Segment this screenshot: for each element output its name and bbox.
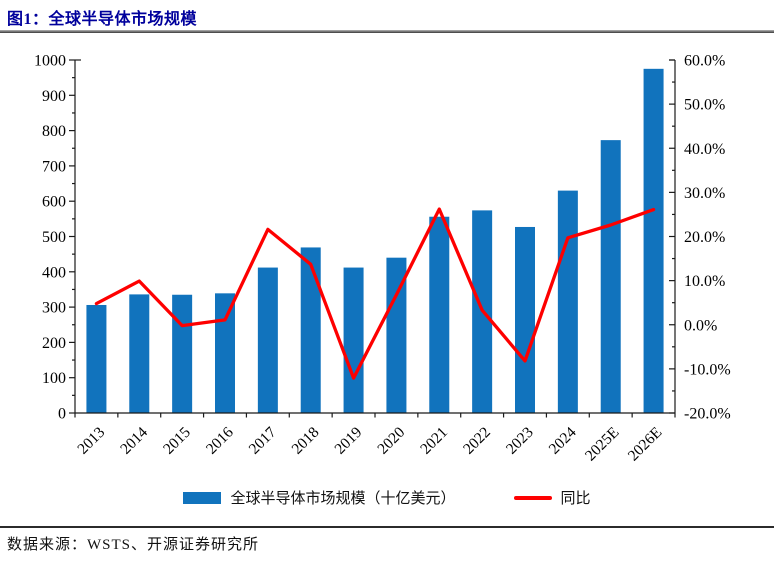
bar-2019: [343, 267, 364, 413]
footer-separator: [0, 526, 774, 528]
bar-2014: [129, 294, 150, 413]
y-axis-left-label: 900: [42, 88, 66, 105]
bar-2016: [215, 293, 235, 413]
bar-2018: [300, 247, 321, 413]
bar-2025E: [600, 140, 621, 414]
y-axis-right-label: 50.0%: [684, 97, 725, 114]
y-axis-left-label: 300: [42, 300, 66, 317]
bar-2015: [172, 294, 193, 413]
y-axis-left-label: 100: [42, 370, 66, 387]
bar-series-label: 全球半导体市场规模（十亿美元）: [230, 491, 456, 507]
y-axis-left-label: 800: [42, 123, 66, 140]
x-axis-label-2025E: 2025E: [582, 424, 623, 465]
y-axis-left-label: 400: [42, 264, 66, 281]
bar-2026E: [643, 68, 664, 413]
y-axis-right-label: 40.0%: [684, 141, 725, 158]
x-axis-label-2021: 2021: [417, 424, 451, 458]
semiconductor-combo-chart: 0 100 200 300 400 500 600 700 800 900 1000 -20.0% -1…: [34, 53, 731, 465]
y-axis-left-label: 700: [42, 158, 66, 175]
x-axis-label-2016: 2016: [203, 424, 237, 458]
y-axis-right-label: 20.0%: [684, 229, 725, 246]
bar-2013: [86, 304, 107, 413]
bar-2017: [257, 267, 278, 413]
x-axis-label-2018: 2018: [289, 424, 323, 458]
y-axis-right-label: -10.0%: [684, 361, 731, 378]
x-axis-label-2017: 2017: [246, 424, 280, 458]
x-axis-label-2013: 2013: [74, 424, 108, 458]
bar-2020: [386, 257, 407, 413]
x-axis-label-2019: 2019: [331, 424, 365, 458]
y-axis-left-label: 1000: [34, 53, 66, 70]
x-axis-label-2024: 2024: [546, 424, 580, 458]
y-axis-left-label: 600: [42, 194, 66, 211]
line-series-swatch-icon: [513, 495, 552, 500]
y-axis-right-label: 0.0%: [684, 317, 717, 334]
figure-title: 图1：全球半导体市场规模: [7, 11, 198, 28]
line-series-label: 同比: [560, 491, 591, 507]
y-axis-left-label: 200: [42, 335, 66, 352]
y-axis-right-label: -20.0%: [684, 406, 731, 423]
title-separator: [0, 30, 774, 33]
chart-legend: 全球半导体市场规模（十亿美元） 同比: [0, 487, 774, 508]
bar-2021: [429, 216, 450, 413]
yoy-line: [94, 207, 656, 380]
y-axis-left-label: 500: [42, 229, 66, 246]
y-axis-right-label: 10.0%: [684, 273, 725, 290]
legend-item-market-size: 全球半导体市场规模（十亿美元）: [183, 487, 456, 508]
legend-item-yoy: 同比: [513, 487, 591, 508]
bar-series-swatch-icon: [183, 491, 222, 504]
y-axis-left-label: 0: [58, 406, 66, 423]
y-axis-right-label: 60.0%: [684, 53, 725, 70]
y-axis-right-label: 30.0%: [684, 185, 725, 202]
bar-2024: [557, 190, 578, 413]
source-note: 数据来源：WSTS、开源证券研究所: [7, 537, 260, 553]
x-axis-label-2026E: 2026E: [625, 424, 666, 465]
x-axis-label-2022: 2022: [460, 424, 494, 458]
bar-2023: [515, 226, 535, 413]
x-axis-label-2020: 2020: [374, 424, 408, 458]
x-axis-label-2023: 2023: [503, 424, 537, 458]
x-axis-label-2015: 2015: [160, 424, 194, 458]
x-axis-label-2014: 2014: [117, 424, 151, 458]
